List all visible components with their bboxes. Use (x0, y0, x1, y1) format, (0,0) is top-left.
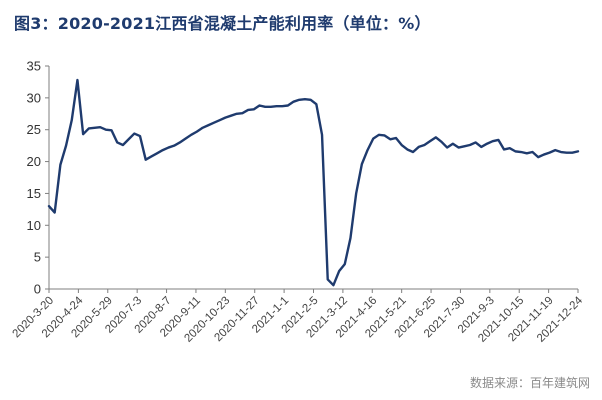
y-tick-label: 0 (34, 282, 41, 297)
y-tick-label: 15 (27, 186, 41, 201)
series-layer (47, 78, 580, 287)
y-tick-label: 30 (27, 90, 41, 105)
chart-title: 图3：2020-2021江西省混凝土产能利用率（单位：%） (14, 14, 431, 33)
data-source-note: 数据来源：百年建筑网 (469, 376, 590, 390)
x-axis: 2020-3-202020-4-242020-5-292020-7-32020-… (11, 288, 586, 345)
series-line (47, 78, 580, 287)
y-tick-label: 25 (27, 122, 41, 137)
y-tick-label: 10 (27, 218, 41, 233)
y-tick-label: 20 (27, 154, 41, 169)
y-tick-label: 5 (34, 250, 41, 265)
y-tick-label: 35 (27, 59, 41, 74)
y-axis: 0 5 10 15 20 25 30 35 (27, 59, 50, 297)
